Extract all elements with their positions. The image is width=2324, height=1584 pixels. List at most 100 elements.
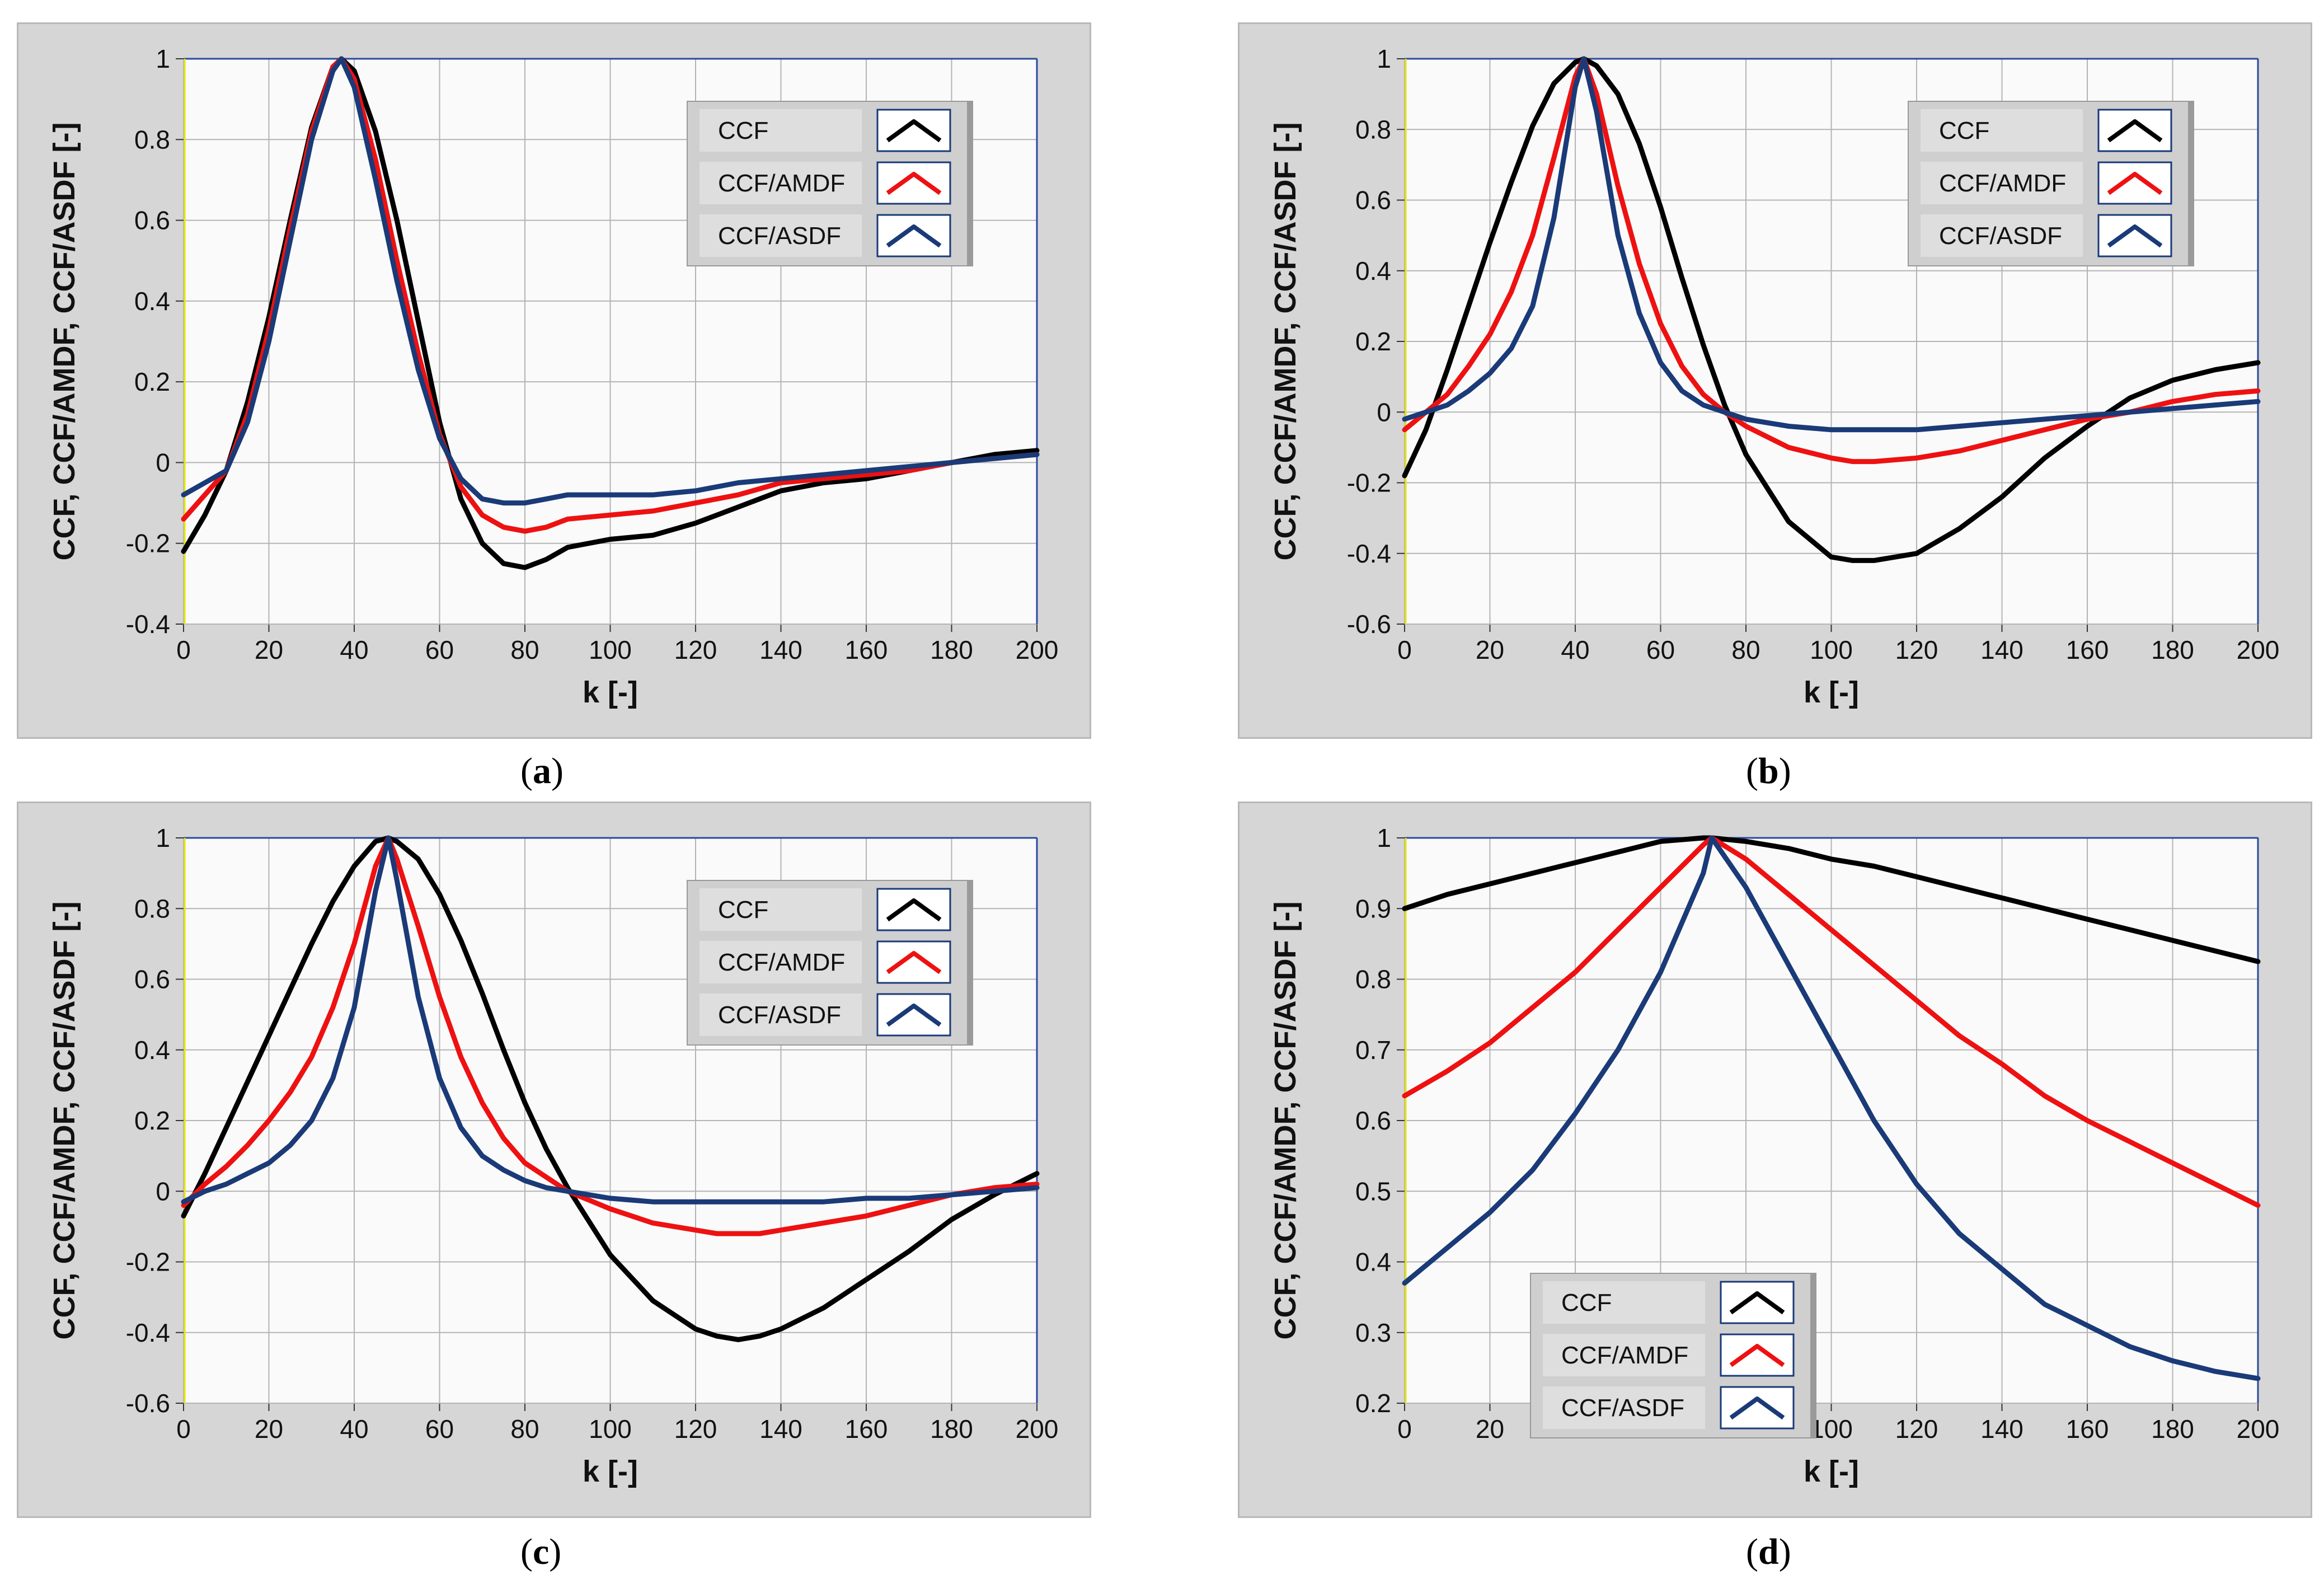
y-tick-label: 0.8 — [134, 894, 170, 923]
legend-label-bg — [699, 888, 862, 931]
x-tick-label: 80 — [510, 1414, 539, 1444]
series-line-ccf-amdf — [1402, 835, 2261, 1208]
y-tick-label: 0.6 — [134, 206, 170, 235]
legend-label: CCF/ASDF — [718, 222, 841, 250]
y-tick-label: 0 — [1377, 397, 1391, 427]
legend-label-bg — [699, 993, 862, 1036]
x-axis-label: k [-] — [583, 1455, 638, 1488]
legend-label: CCF/AMDF — [1939, 170, 2066, 197]
x-tick-label: 100 — [1810, 1414, 1853, 1444]
legend-swatch-line — [886, 951, 942, 974]
y-tick-label: -0.2 — [126, 529, 170, 558]
y-tick-label: 0.8 — [134, 125, 170, 154]
x-tick-label: 0 — [176, 1414, 191, 1444]
x-tick-label: 180 — [2151, 635, 2194, 664]
y-tick-label: -0.6 — [1347, 610, 1391, 639]
y-tick-label: 0.6 — [1355, 1106, 1391, 1135]
legend-swatch-line — [886, 1004, 942, 1027]
legend-swatch — [2097, 161, 2172, 205]
x-tick-label: 80 — [1731, 635, 1760, 664]
x-tick-label: 160 — [2066, 635, 2109, 664]
chart-panel-d: 0204060801001201401601802000.20.30.40.50… — [1238, 802, 2312, 1518]
legend-swatch — [1720, 1281, 1795, 1324]
legend-label-bg — [1921, 214, 2083, 257]
x-axis-label: k [-] — [1804, 676, 1859, 709]
legend-label: CCF/ASDF — [718, 1001, 841, 1029]
y-tick-label: 0.4 — [1355, 1248, 1391, 1277]
legend-shadow — [967, 880, 973, 1045]
x-tick-label: 160 — [845, 1414, 888, 1444]
series-line-ccf — [1402, 56, 2261, 563]
x-tick-label: 140 — [1980, 635, 2023, 664]
y-tick-label: 0.4 — [1355, 256, 1391, 285]
y-tick-label: 0.2 — [1355, 327, 1391, 356]
caption-a: (a) — [520, 751, 564, 791]
legend-label: CCF — [1561, 1289, 1612, 1316]
legend-swatch-line — [886, 172, 942, 195]
y-tick-label: 1 — [156, 823, 170, 852]
chart-svg-b: 0 20 40 60 80 100 120 140 160 180 200 -0.6 -0.4 -0.2 0… — [1269, 44, 2280, 709]
x-tick-label: 40 — [340, 1414, 368, 1444]
legend-swatch — [2097, 109, 2172, 152]
x-tick-label: 0 — [1397, 635, 1412, 664]
y-tick-label: 0.9 — [1355, 894, 1391, 923]
y-tick-label: 0 — [156, 448, 170, 477]
y-axis-label: CCF, CCF/AMDF, CCF/ASDF [-] — [1269, 902, 1302, 1340]
chart-panel-a: 0 20 40 60 80 100 120 140 160 180 200 -0.4 -0.2 0 0.2 0… — [17, 22, 1091, 739]
x-tick-label: 180 — [930, 1414, 973, 1444]
legend-swatch-line — [2107, 224, 2163, 248]
x-tick-label: 140 — [759, 635, 802, 664]
y-tick-label: 0.4 — [134, 1035, 170, 1065]
series-line-ccf-amdf — [1402, 56, 2261, 465]
y-tick-label: 0.4 — [134, 287, 170, 316]
legend-label-bg — [1543, 1386, 1705, 1429]
legend-label: CCF/AMDF — [718, 949, 845, 976]
legend-label: CCF/AMDF — [718, 170, 845, 197]
legend-label: CCF/ASDF — [1561, 1394, 1684, 1422]
series-line-ccf-asdf — [1402, 835, 2261, 1381]
y-tick-label: 0.2 — [134, 1106, 170, 1135]
caption-b: (b) — [1746, 751, 1791, 791]
legend-swatch — [876, 161, 951, 205]
x-tick-label: 200 — [2237, 635, 2280, 664]
legend-label-bg — [699, 214, 862, 257]
x-tick-label: 120 — [1895, 635, 1938, 664]
x-tick-label: 180 — [2151, 1414, 2194, 1444]
y-tick-label: -0.2 — [126, 1248, 170, 1277]
legend-swatch-line — [2107, 119, 2163, 143]
x-tick-label: 20 — [255, 1414, 283, 1444]
legend-shadow — [1810, 1273, 1816, 1438]
legend-label-bg — [699, 162, 862, 204]
x-tick-label: 20 — [1476, 635, 1504, 664]
x-tick-label: 100 — [589, 635, 632, 664]
y-tick-label: 0.3 — [1355, 1318, 1391, 1347]
legend-shadow — [967, 101, 973, 266]
chart-svg-c: 0 20 40 60 80 100 120 140 160 180 200 -0.6 -0.4 -0.2 0… — [48, 823, 1058, 1488]
x-tick-label: 200 — [2237, 1414, 2280, 1444]
legend-label: CCF — [718, 117, 768, 144]
y-axis-label: CCF, CCF/AMDF, CCF/ASDF [-] — [1269, 123, 1302, 561]
y-tick-label: -0.6 — [126, 1389, 170, 1418]
series-line-ccf-asdf — [181, 835, 1040, 1205]
y-tick-label: -0.4 — [126, 1318, 170, 1347]
x-tick-label: 140 — [1980, 1414, 2023, 1444]
legend-swatch — [876, 993, 951, 1037]
x-tick-label: 60 — [425, 1414, 454, 1444]
series-line-ccf-asdf — [1402, 56, 2261, 433]
y-tick-label: 0.6 — [1355, 186, 1391, 215]
series-line-ccf-asdf — [181, 56, 1040, 506]
y-tick-label: 0.6 — [134, 965, 170, 994]
legend-swatch — [876, 109, 951, 152]
x-tick-label: 120 — [1895, 1414, 1938, 1444]
x-tick-label: 100 — [1810, 635, 1853, 664]
y-tick-label: 0.2 — [1355, 1389, 1391, 1418]
y-tick-label: 0.8 — [1355, 115, 1391, 144]
x-axis-label: k [-] — [1804, 1455, 1859, 1488]
legend-shadow — [2188, 101, 2194, 266]
chart-panel-c: 0 20 40 60 80 100 120 140 160 180 200 -0.6 -0.4 -0.2 0… — [17, 802, 1091, 1518]
x-tick-label: 120 — [674, 635, 717, 664]
y-tick-label: 1 — [1377, 44, 1391, 73]
legend-swatch-line — [1729, 1291, 1785, 1315]
y-tick-label: -0.4 — [126, 610, 170, 639]
x-tick-label: 160 — [845, 635, 888, 664]
